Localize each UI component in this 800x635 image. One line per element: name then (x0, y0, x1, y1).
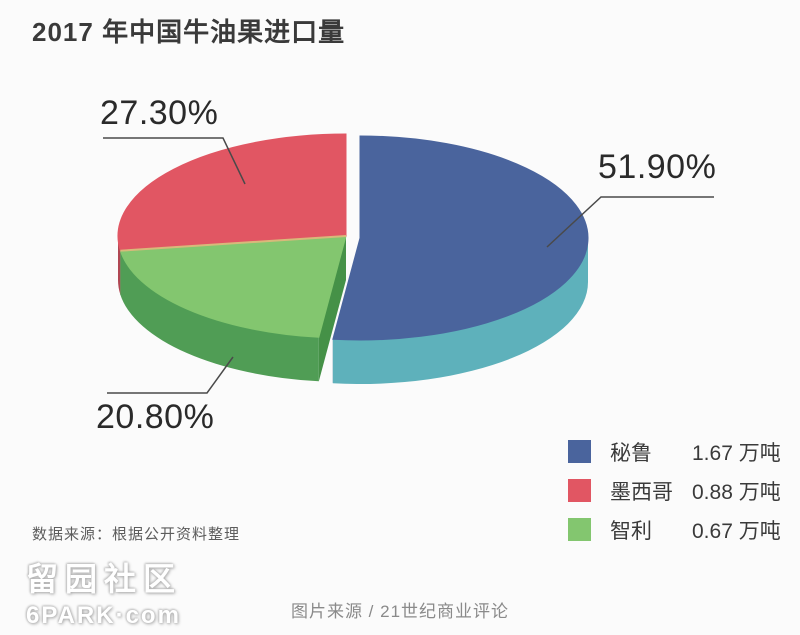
watermark-site-url: 6PARK·com (26, 602, 181, 629)
legend-swatch-chile (568, 518, 591, 541)
legend-swatch-peru (568, 440, 591, 463)
watermark: 留园社区 6PARK·com (26, 554, 182, 630)
leader-line-peru (546, 196, 714, 248)
legend-value-mexico: 0.88 万吨 (692, 480, 781, 504)
legend-label-peru: 秘鲁 (610, 441, 652, 465)
data-source-note: 数据来源：根据公开资料整理 (32, 526, 241, 543)
pie-side-wall-秘鲁 (332, 238, 588, 384)
legend-value-chile: 0.67 万吨 (692, 519, 781, 543)
pie-slice-墨西哥 (117, 133, 347, 252)
callout-mexico-percent: 27.30% (100, 94, 219, 132)
watermark-site-name: 留园社区 (26, 561, 183, 597)
legend-row-mexico: 墨西哥 0.88 万吨 (568, 479, 781, 504)
leader-line-chile (107, 356, 234, 394)
pie-side-wall-智利 (120, 250, 319, 382)
pie-edge-highlight (120, 235, 347, 252)
legend-row-chile: 智利 0.67 万吨 (568, 518, 781, 543)
pie-side-wall-墨西哥 (118, 236, 121, 295)
pie-slice-秘鲁 (332, 135, 589, 341)
image-source-caption: 图片来源 / 21世纪商业评论 (290, 602, 510, 621)
legend-label-mexico: 墨西哥 (610, 480, 673, 504)
chart-title: 2017 年中国牛油果进口量 (32, 17, 346, 47)
legend-swatch-mexico (568, 479, 591, 502)
callout-peru-percent: 51.90% (598, 148, 717, 186)
leader-line-mexico (103, 137, 246, 185)
legend-value-peru: 1.67 万吨 (692, 441, 781, 465)
pie-slice-智利 (119, 235, 347, 338)
pie-3d-slices (117, 133, 589, 384)
legend-label-chile: 智利 (610, 519, 652, 543)
callout-chile-percent: 20.80% (96, 398, 215, 436)
legend-row-peru: 秘鲁 1.67 万吨 (568, 440, 781, 465)
legend: 秘鲁 1.67 万吨 墨西哥 0.88 万吨 智利 0.67 万吨 (568, 440, 781, 557)
